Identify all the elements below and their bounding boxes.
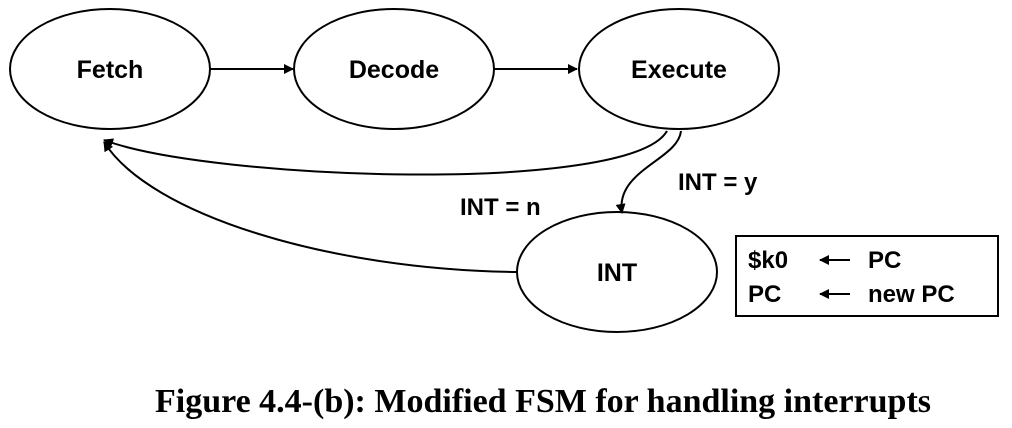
state-decode-label: Decode bbox=[349, 56, 439, 84]
state-int: INT bbox=[516, 211, 718, 333]
action-row1-left: $k0 bbox=[748, 247, 788, 274]
state-fetch-label: Fetch bbox=[77, 56, 144, 84]
action-row2-left: PC bbox=[748, 281, 781, 308]
state-fetch: Fetch bbox=[9, 8, 211, 130]
state-execute-label: Execute bbox=[631, 56, 727, 84]
state-decode: Decode bbox=[293, 8, 495, 130]
state-execute: Execute bbox=[578, 8, 780, 130]
edge-label-int-no: INT = n bbox=[460, 194, 541, 221]
action-row2-right: new PC bbox=[868, 281, 955, 308]
edge-execute-to-fetch bbox=[103, 130, 668, 176]
interrupt-action-box: $k0 PC PC new PC bbox=[735, 235, 999, 317]
action-row1-right: PC bbox=[868, 247, 901, 274]
state-int-label: INT bbox=[597, 259, 637, 287]
figure-caption: Figure 4.4-(b): Modified FSM for handlin… bbox=[155, 383, 931, 420]
edge-int-to-fetch bbox=[103, 141, 518, 273]
edge-execute-to-int bbox=[615, 130, 682, 214]
edge-label-int-yes: INT = y bbox=[678, 169, 758, 196]
